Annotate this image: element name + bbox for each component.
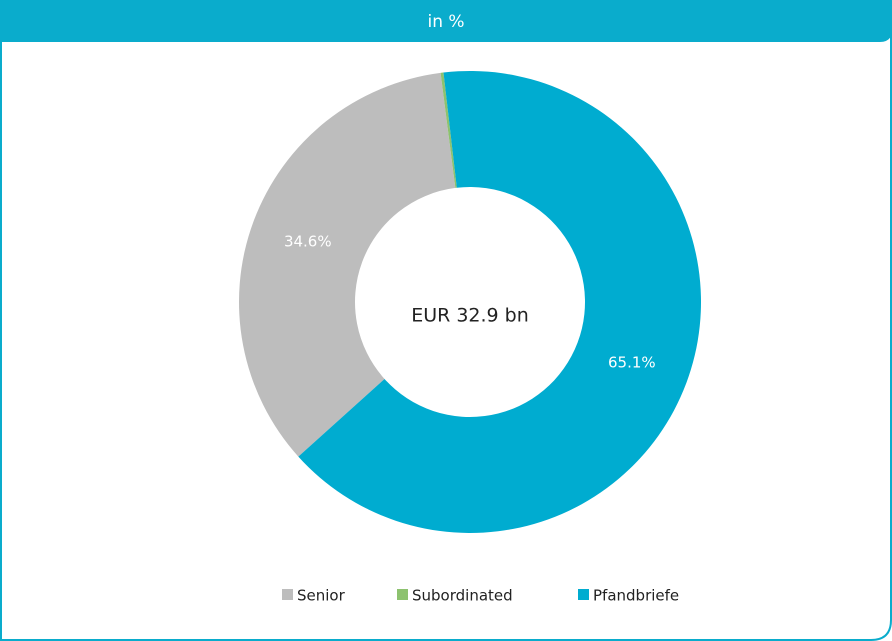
data-label: 34.6% [284, 232, 332, 250]
header-bar [0, 0, 892, 42]
legend-swatch [397, 589, 408, 600]
legend-swatch [578, 589, 589, 600]
legend-label: Senior [297, 587, 346, 605]
slice [298, 71, 701, 533]
slice [440, 72, 457, 188]
chart-title: in % [427, 12, 464, 32]
legend-label: Pfandbriefe [593, 587, 679, 605]
data-label: 65.1% [608, 354, 656, 372]
slice [238, 72, 456, 457]
legend-label: Subordinated [412, 587, 513, 605]
center-annotation: EUR 32.9 bn [411, 305, 529, 327]
legend-swatch [282, 589, 293, 600]
